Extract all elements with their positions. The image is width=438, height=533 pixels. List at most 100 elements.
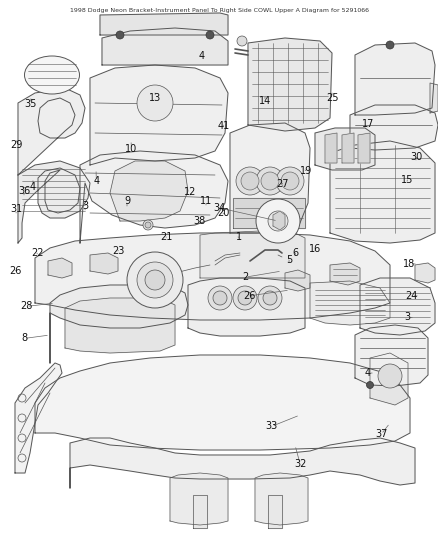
Text: 21: 21 [160, 232, 173, 242]
Polygon shape [273, 211, 285, 230]
Polygon shape [193, 495, 207, 528]
Circle shape [386, 41, 394, 49]
Circle shape [236, 167, 264, 195]
Circle shape [237, 36, 247, 46]
Polygon shape [330, 263, 360, 285]
Text: 33: 33 [265, 422, 278, 431]
Text: 24: 24 [406, 291, 418, 301]
Text: 26: 26 [244, 291, 256, 301]
Polygon shape [315, 128, 375, 170]
Text: 35: 35 [25, 99, 37, 109]
Circle shape [276, 167, 304, 195]
Text: 9: 9 [124, 197, 130, 206]
Text: 12: 12 [184, 187, 197, 197]
Polygon shape [370, 353, 408, 405]
Polygon shape [350, 105, 438, 150]
Circle shape [137, 85, 173, 121]
Text: 26: 26 [9, 266, 21, 276]
Polygon shape [110, 161, 188, 221]
Polygon shape [18, 88, 85, 175]
Text: 4: 4 [93, 176, 99, 186]
Text: 3: 3 [404, 312, 410, 322]
Circle shape [367, 382, 374, 389]
Text: 32: 32 [294, 459, 306, 469]
Circle shape [238, 291, 252, 305]
Polygon shape [255, 473, 308, 525]
Circle shape [116, 31, 124, 39]
Circle shape [241, 172, 259, 190]
Polygon shape [268, 495, 282, 528]
Text: 1998 Dodge Neon Bracket-Instrument Panel To Right Side COWL Upper A Diagram for : 1998 Dodge Neon Bracket-Instrument Panel… [70, 8, 368, 13]
Circle shape [256, 167, 284, 195]
Polygon shape [102, 28, 228, 65]
Text: 1: 1 [236, 232, 242, 242]
Polygon shape [50, 285, 188, 363]
Polygon shape [90, 253, 118, 274]
Text: 4: 4 [30, 182, 36, 191]
Circle shape [143, 220, 153, 230]
Text: 36: 36 [18, 186, 30, 196]
Polygon shape [310, 281, 390, 325]
Text: 29: 29 [11, 140, 23, 150]
Circle shape [281, 172, 299, 190]
Circle shape [208, 286, 232, 310]
Polygon shape [285, 270, 310, 291]
Polygon shape [15, 363, 62, 473]
Text: 15: 15 [401, 175, 413, 185]
Text: 11: 11 [200, 197, 212, 206]
Text: 17: 17 [362, 119, 374, 128]
Text: 3: 3 [82, 201, 88, 211]
Circle shape [145, 270, 165, 290]
Circle shape [263, 291, 277, 305]
Text: 25: 25 [326, 93, 338, 102]
Text: 13: 13 [149, 93, 162, 102]
Text: 16: 16 [309, 244, 321, 254]
Text: 10: 10 [125, 144, 138, 154]
Text: 5: 5 [286, 255, 292, 265]
Ellipse shape [25, 56, 80, 94]
Text: 8: 8 [21, 334, 27, 343]
Text: 19: 19 [300, 166, 312, 175]
Polygon shape [18, 161, 90, 243]
Circle shape [256, 199, 300, 243]
Circle shape [268, 211, 288, 231]
Circle shape [213, 291, 227, 305]
Polygon shape [330, 141, 435, 243]
Polygon shape [325, 133, 337, 163]
Polygon shape [360, 278, 435, 335]
Polygon shape [90, 65, 228, 165]
Circle shape [233, 286, 257, 310]
Polygon shape [188, 278, 305, 336]
Text: 14: 14 [259, 96, 271, 106]
Polygon shape [415, 263, 435, 283]
Text: 18: 18 [403, 259, 416, 269]
Text: 31: 31 [11, 205, 23, 214]
Text: 30: 30 [410, 152, 422, 162]
Text: 4: 4 [365, 368, 371, 378]
Polygon shape [35, 233, 390, 320]
Text: 34: 34 [213, 203, 225, 213]
Circle shape [378, 364, 402, 388]
Polygon shape [430, 83, 438, 113]
Text: 38: 38 [193, 216, 205, 226]
Circle shape [127, 252, 183, 308]
Polygon shape [233, 198, 305, 228]
Text: 37: 37 [375, 430, 387, 439]
Text: 41: 41 [217, 122, 230, 131]
Polygon shape [342, 133, 354, 163]
Circle shape [145, 222, 151, 228]
Text: 28: 28 [20, 302, 32, 311]
Polygon shape [70, 438, 415, 488]
Text: 6: 6 [293, 248, 299, 258]
Polygon shape [358, 133, 370, 163]
Polygon shape [170, 473, 228, 525]
Text: 23: 23 [112, 246, 124, 255]
Text: 27: 27 [276, 179, 289, 189]
Polygon shape [100, 13, 228, 35]
Polygon shape [200, 231, 305, 278]
Polygon shape [355, 43, 435, 115]
Polygon shape [80, 151, 228, 243]
Polygon shape [65, 298, 175, 353]
Text: 22: 22 [31, 248, 43, 258]
Polygon shape [230, 123, 310, 233]
